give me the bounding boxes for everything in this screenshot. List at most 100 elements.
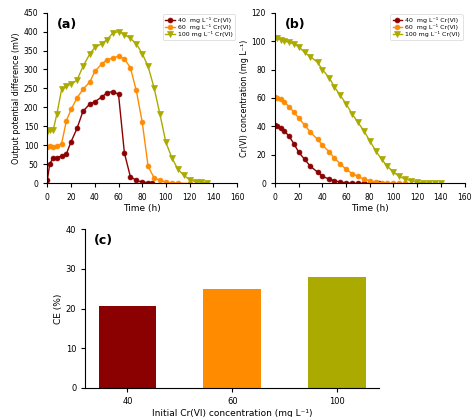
40  mg L⁻¹ Cr(VI) <box>64 151 69 156</box>
100 mg L⁻¹ Cr(VI) <box>128 36 133 41</box>
60  mg L⁻¹ Cr(VI) <box>343 167 349 172</box>
100 mg L⁻¹ Cr(VI) <box>68 81 74 86</box>
100 mg L⁻¹ Cr(VI) <box>438 181 444 186</box>
100 mg L⁻¹ Cr(VI) <box>99 41 105 46</box>
100 mg L⁻¹ Cr(VI) <box>343 101 349 106</box>
40  mg L⁻¹ Cr(VI) <box>109 89 116 94</box>
Bar <box>99 306 156 388</box>
40  mg L⁻¹ Cr(VI) <box>296 150 301 155</box>
100 mg L⁻¹ Cr(VI) <box>64 84 69 89</box>
60  mg L⁻¹ Cr(VI) <box>74 95 80 100</box>
100 mg L⁻¹ Cr(VI) <box>116 29 121 34</box>
40  mg L⁻¹ Cr(VI) <box>45 177 50 182</box>
40  mg L⁻¹ Cr(VI) <box>68 139 74 144</box>
100 mg L⁻¹ Cr(VI) <box>54 111 60 116</box>
40  mg L⁻¹ Cr(VI) <box>274 124 280 129</box>
X-axis label: Initial Cr(VI) concentration (mg L⁻¹): Initial Cr(VI) concentration (mg L⁻¹) <box>152 409 312 417</box>
40  mg L⁻¹ Cr(VI) <box>278 126 283 131</box>
60  mg L⁻¹ Cr(VI) <box>319 143 325 148</box>
60  mg L⁻¹ Cr(VI) <box>87 79 93 84</box>
Line: 100 mg L⁻¹ Cr(VI): 100 mg L⁻¹ Cr(VI) <box>272 35 444 186</box>
100 mg L⁻¹ Cr(VI) <box>349 111 355 116</box>
60  mg L⁻¹ Cr(VI) <box>379 180 384 185</box>
100 mg L⁻¹ Cr(VI) <box>92 45 98 50</box>
40  mg L⁻¹ Cr(VI) <box>104 90 109 95</box>
100 mg L⁻¹ Cr(VI) <box>47 127 53 132</box>
100 mg L⁻¹ Cr(VI) <box>327 75 332 80</box>
60  mg L⁻¹ Cr(VI) <box>315 137 320 142</box>
60  mg L⁻¹ Cr(VI) <box>391 181 396 186</box>
100 mg L⁻¹ Cr(VI) <box>74 78 80 83</box>
60  mg L⁻¹ Cr(VI) <box>68 107 74 112</box>
40  mg L⁻¹ Cr(VI) <box>349 181 355 186</box>
Y-axis label: CE (%): CE (%) <box>54 294 63 324</box>
100 mg L⁻¹ Cr(VI) <box>331 84 337 89</box>
40  mg L⁻¹ Cr(VI) <box>92 99 98 104</box>
60  mg L⁻¹ Cr(VI) <box>99 61 105 66</box>
60  mg L⁻¹ Cr(VI) <box>134 88 139 93</box>
60  mg L⁻¹ Cr(VI) <box>163 179 169 184</box>
40  mg L⁻¹ Cr(VI) <box>80 109 86 114</box>
60  mg L⁻¹ Cr(VI) <box>59 141 64 146</box>
100 mg L⁻¹ Cr(VI) <box>199 180 204 185</box>
100 mg L⁻¹ Cr(VI) <box>426 181 432 186</box>
40  mg L⁻¹ Cr(VI) <box>291 141 297 146</box>
60  mg L⁻¹ Cr(VI) <box>157 178 163 183</box>
60  mg L⁻¹ Cr(VI) <box>396 181 402 186</box>
60  mg L⁻¹ Cr(VI) <box>337 161 343 166</box>
60  mg L⁻¹ Cr(VI) <box>278 97 283 102</box>
40  mg L⁻¹ Cr(VI) <box>367 181 373 186</box>
40  mg L⁻¹ Cr(VI) <box>315 170 320 175</box>
100 mg L⁻¹ Cr(VI) <box>139 51 145 56</box>
Text: (b): (b) <box>284 18 305 30</box>
60  mg L⁻¹ Cr(VI) <box>50 145 56 150</box>
40  mg L⁻¹ Cr(VI) <box>327 177 332 182</box>
100 mg L⁻¹ Cr(VI) <box>104 38 109 43</box>
40  mg L⁻¹ Cr(VI) <box>47 161 53 166</box>
100 mg L⁻¹ Cr(VI) <box>396 174 402 179</box>
40  mg L⁻¹ Cr(VI) <box>74 126 80 131</box>
Bar <box>203 289 261 388</box>
40  mg L⁻¹ Cr(VI) <box>361 181 366 186</box>
60  mg L⁻¹ Cr(VI) <box>355 174 361 179</box>
60  mg L⁻¹ Cr(VI) <box>373 180 378 185</box>
100 mg L⁻¹ Cr(VI) <box>45 130 50 135</box>
40  mg L⁻¹ Cr(VI) <box>373 181 378 186</box>
100 mg L⁻¹ Cr(VI) <box>59 87 64 92</box>
100 mg L⁻¹ Cr(VI) <box>274 35 280 40</box>
Line: 40  mg L⁻¹ Cr(VI): 40 mg L⁻¹ Cr(VI) <box>273 123 382 186</box>
60  mg L⁻¹ Cr(VI) <box>274 95 280 100</box>
60  mg L⁻¹ Cr(VI) <box>384 181 390 186</box>
100 mg L⁻¹ Cr(VI) <box>408 178 414 183</box>
100 mg L⁻¹ Cr(VI) <box>157 112 163 117</box>
40  mg L⁻¹ Cr(VI) <box>50 155 56 160</box>
60  mg L⁻¹ Cr(VI) <box>169 180 174 185</box>
100 mg L⁻¹ Cr(VI) <box>361 128 366 133</box>
40  mg L⁻¹ Cr(VI) <box>139 179 145 184</box>
40  mg L⁻¹ Cr(VI) <box>54 155 60 160</box>
60  mg L⁻¹ Cr(VI) <box>402 181 408 186</box>
Line: 60  mg L⁻¹ Cr(VI): 60 mg L⁻¹ Cr(VI) <box>273 94 419 186</box>
Y-axis label: Output potential difference (mV): Output potential difference (mV) <box>12 32 21 164</box>
100 mg L⁻¹ Cr(VI) <box>175 166 181 171</box>
60  mg L⁻¹ Cr(VI) <box>367 178 373 183</box>
Text: (c): (c) <box>94 234 113 247</box>
60  mg L⁻¹ Cr(VI) <box>109 55 116 60</box>
60  mg L⁻¹ Cr(VI) <box>116 54 121 59</box>
100 mg L⁻¹ Cr(VI) <box>432 181 438 186</box>
60  mg L⁻¹ Cr(VI) <box>104 58 109 63</box>
60  mg L⁻¹ Cr(VI) <box>45 145 50 150</box>
100 mg L⁻¹ Cr(VI) <box>391 170 396 175</box>
100 mg L⁻¹ Cr(VI) <box>420 180 426 185</box>
60  mg L⁻¹ Cr(VI) <box>286 104 292 109</box>
100 mg L⁻¹ Cr(VI) <box>181 173 187 178</box>
100 mg L⁻¹ Cr(VI) <box>282 38 287 43</box>
100 mg L⁻¹ Cr(VI) <box>109 31 116 36</box>
100 mg L⁻¹ Cr(VI) <box>402 177 408 182</box>
X-axis label: Time (h): Time (h) <box>351 204 389 213</box>
100 mg L⁻¹ Cr(VI) <box>315 60 320 65</box>
100 mg L⁻¹ Cr(VI) <box>355 120 361 125</box>
60  mg L⁻¹ Cr(VI) <box>145 164 151 169</box>
X-axis label: Time (h): Time (h) <box>123 204 161 213</box>
40  mg L⁻¹ Cr(VI) <box>343 180 349 185</box>
